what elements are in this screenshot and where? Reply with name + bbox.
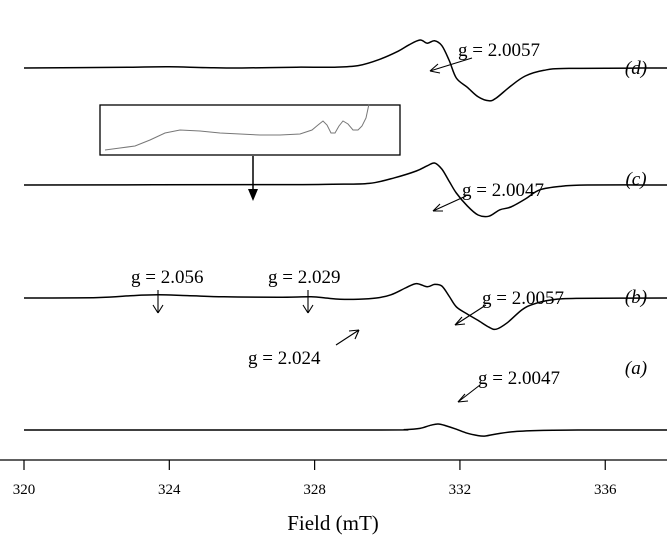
annotation-arrowhead — [302, 304, 314, 314]
x-tick-label: 336 — [594, 482, 617, 498]
annotation-b-g2.029: g = 2.029 — [268, 267, 340, 288]
annotation-arrowhead — [454, 316, 466, 326]
spectrum-trace-c — [23, 162, 667, 218]
spectrum-trace-d — [23, 39, 667, 102]
annotation-arrowhead — [152, 304, 164, 314]
inset-expansion — [99, 103, 401, 201]
annotation-arrowhead — [457, 393, 469, 403]
x-tick-label: 324 — [158, 482, 181, 498]
series-label-b: (b) — [625, 287, 647, 308]
annotation-arrowhead — [429, 63, 441, 74]
inset-pointer-arrowhead — [248, 189, 258, 201]
annotation-arrow — [335, 329, 360, 346]
annotation-b-g2.056: g = 2.056 — [131, 267, 203, 288]
annotation-c-g2.0047: g = 2.0047 — [462, 180, 544, 201]
annotation-arrow — [457, 384, 481, 403]
x-tick-label: 328 — [303, 482, 326, 498]
spectrum-trace-b — [23, 282, 667, 331]
annotation-arrow — [429, 57, 473, 72]
series-label-d: (d) — [625, 58, 647, 79]
series-label-a: (a) — [625, 358, 647, 379]
annotation-arrow — [454, 304, 487, 326]
x-axis-label: Field (mT) — [287, 511, 379, 535]
annotation-b-g2.024: g = 2.024 — [248, 348, 321, 369]
annotation-arrow — [432, 195, 467, 212]
x-axis-ticks: 320 324 328 332 336 — [13, 460, 617, 498]
annotation-a-g2.0047: g = 2.0047 — [478, 368, 560, 389]
inset-trace — [104, 103, 370, 151]
annotation-arrowhead — [432, 203, 443, 212]
inset-frame — [99, 104, 401, 156]
spectra-traces — [23, 39, 667, 437]
annotation-b-g2.0057: g = 2.0057 — [482, 288, 564, 309]
annotation-d-g2.0057: g = 2.0057 — [458, 40, 540, 61]
x-tick-label: 320 — [13, 482, 36, 498]
spectrum-trace-a — [23, 423, 667, 437]
series-label-c: (c) — [625, 169, 646, 190]
annotation-arrowhead — [348, 329, 360, 340]
x-tick-label: 332 — [449, 482, 472, 498]
